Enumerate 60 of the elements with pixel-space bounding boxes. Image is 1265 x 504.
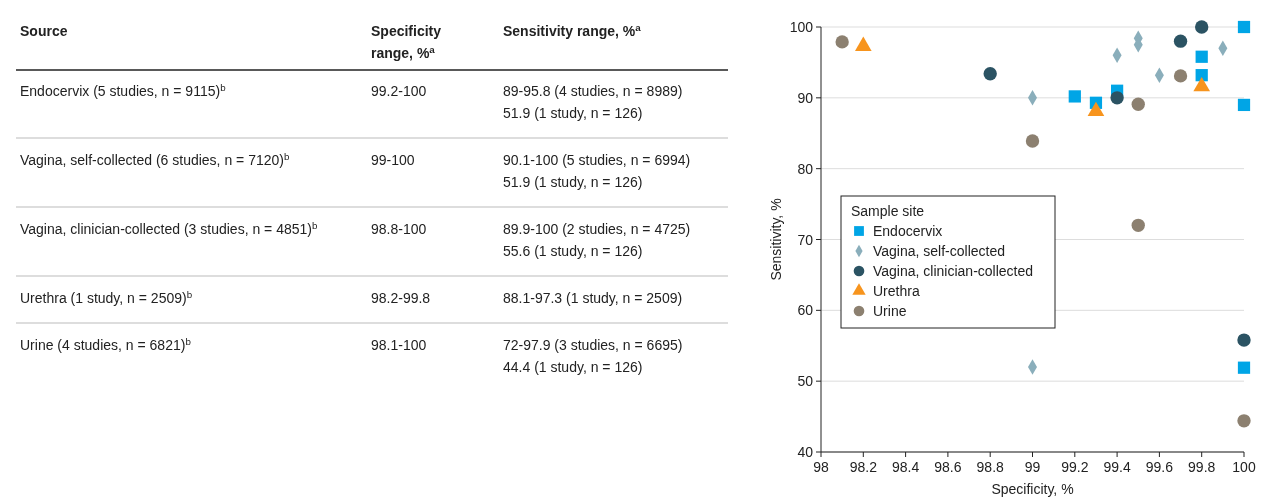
text: Urethra (1 study, n = 2509)$^{b}$ (20, 288, 193, 306)
text: Sensitivity range, %$^{a}$ (503, 21, 642, 39)
legend-title: Sample site (851, 203, 925, 219)
x-tick-label: 99 (1024, 459, 1041, 475)
text: 99-100 (371, 152, 415, 168)
point (1237, 20, 1251, 34)
text: Vagina, clinician-collected (3 studies, n = 4851)$^{b}$ (20, 219, 318, 237)
legend-label: Urine (873, 303, 907, 319)
point (1237, 98, 1251, 112)
point (1173, 69, 1188, 83)
text: Endocervix (5 studies, n = 9115)$^{b}$ (20, 81, 227, 99)
text: 72-97.9 (3 studies, n = 6695) 44.4 (1 study, n = 126) (503, 337, 683, 375)
legend-label: Endocervix (873, 223, 943, 239)
point (1237, 361, 1251, 374)
point (1068, 90, 1081, 103)
legend-label: Vagina, self-collected (873, 243, 1006, 259)
text: 98.1-100 (371, 337, 427, 353)
point (835, 35, 849, 49)
point (1195, 20, 1209, 34)
y-tick-label: 90 (797, 89, 814, 106)
y-axis-title: Sensitivity, % (768, 198, 784, 281)
x-tick-label: 99.6 (1145, 459, 1174, 475)
point (983, 67, 997, 81)
point (1173, 34, 1188, 48)
point (1237, 414, 1251, 428)
point (1025, 134, 1040, 148)
point (1131, 97, 1145, 111)
x-tick-label: 98 (813, 459, 829, 475)
x-tick-label: 99.2 (1061, 459, 1089, 475)
x-tick-label: 98.2 (849, 459, 878, 475)
x-tick-label: 98.8 (976, 459, 1005, 475)
text: 99.2-100 (371, 83, 427, 99)
y-tick-label: 40 (797, 444, 814, 460)
x-tick-label: 98.6 (934, 459, 962, 475)
y-tick-label: 80 (797, 160, 814, 177)
text: 88.1-97.3 (1 study, n = 2509) (503, 290, 683, 306)
text: Source (20, 23, 68, 39)
x-tick-label: 99.8 (1188, 459, 1216, 475)
y-tick-label: 100 (789, 19, 814, 35)
text: 90.1-100 (5 studies, n = 6994) 51.9 (1 study, n = 126) (503, 152, 691, 190)
text: Vagina, self-collected (6 studies, n = 7120)$^{b}$ (20, 150, 290, 168)
text: 89-95.8 (4 studies, n = 8989) 51.9 (1 study, n = 126) (503, 83, 683, 121)
x-tick-label: 100 (1232, 459, 1256, 475)
legend-label: Vagina, clinician-collected (873, 263, 1034, 279)
text: 98.2-99.8 (371, 290, 431, 306)
y-tick-label: 50 (797, 373, 814, 390)
text: 89.9-100 (2 studies, n = 4725) 55.6 (1 study, n = 126) (503, 221, 691, 259)
x-tick-label: 98.4 (891, 459, 920, 475)
y-tick-label: 70 (797, 231, 814, 248)
text: Specificity range, %$^{a}$ (371, 23, 442, 61)
y-tick-label: 60 (797, 302, 814, 319)
x-tick-label: 99.4 (1103, 459, 1131, 475)
point (1131, 218, 1145, 232)
point (1195, 50, 1208, 63)
point (1110, 91, 1124, 105)
legend-label: Urethra (873, 283, 920, 299)
x-axis-title: Specificity, % (991, 481, 1074, 497)
text: 98.8-100 (371, 221, 427, 237)
text: Urine (4 studies, n = 6821)$^{b}$ (20, 335, 192, 353)
point (1237, 333, 1251, 347)
